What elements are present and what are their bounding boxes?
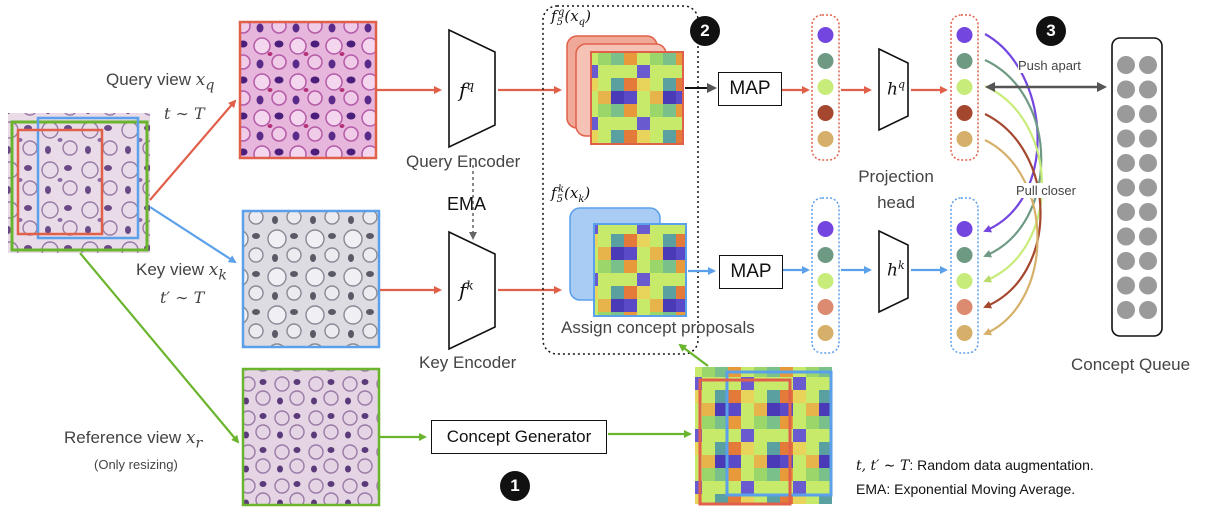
reference-view-image — [241, 367, 381, 507]
query-embedding-dot-3 — [956, 79, 973, 95]
arrow-concepts-to-assign — [678, 343, 709, 367]
concept-queue-dots — [1117, 56, 1157, 319]
query-embedding-dot-5 — [956, 131, 973, 147]
legend-augmentation: t, t′ ∼ T: Random data augmentation. — [856, 457, 1094, 474]
queue-slot — [1139, 80, 1157, 99]
queue-slot — [1117, 178, 1135, 197]
key-embedding-dots — [956, 221, 973, 341]
key-vector-dot-3 — [817, 273, 834, 289]
step-2-badge: 2 — [690, 16, 720, 46]
key-vector-dot-2 — [817, 247, 834, 263]
projection-head-k-symbol: hk — [887, 259, 905, 281]
key-vector-box — [811, 197, 840, 354]
query-vector-dot-1 — [817, 27, 834, 43]
ema-label: EMA — [447, 194, 487, 214]
queue-slot — [1117, 252, 1135, 270]
arrow-input-to-reference — [79, 252, 240, 444]
arrow-input-to-query — [149, 99, 237, 201]
queue-slot — [1117, 276, 1135, 295]
key-view-label: Key view xk — [136, 260, 227, 284]
query-encoder-shape — [448, 28, 496, 149]
query-vector-dot-2 — [817, 53, 834, 69]
queue-slot — [1139, 276, 1157, 295]
queue-slot — [1117, 203, 1135, 221]
queue-slot — [1117, 105, 1135, 123]
query-embedding-dot-4 — [956, 105, 973, 121]
queue-slot — [1139, 105, 1157, 123]
queue-slot — [1117, 80, 1135, 99]
queue-slot — [1117, 227, 1135, 246]
concept-queue-label: Concept Queue — [1071, 355, 1191, 374]
key-encoder-symbol: fk — [459, 278, 474, 302]
projection-head-label: Projection head — [858, 167, 934, 212]
queue-slot — [1139, 301, 1157, 319]
key-vector-dot-4 — [817, 299, 834, 315]
pull-closer-label: Pull closer — [1016, 183, 1076, 198]
key-embedding-dot-2 — [956, 247, 973, 263]
query-augmentation: t ∼ T — [164, 104, 205, 123]
query-vector-dot-4 — [817, 105, 834, 121]
key-feature-map — [569, 207, 687, 317]
queue-slot — [1117, 56, 1135, 74]
queue-slot — [1139, 227, 1157, 246]
projection-head-q-symbol: hq — [887, 78, 905, 100]
query-vector-dot-3 — [817, 79, 834, 95]
query-map-box: MAP — [718, 72, 782, 106]
query-encoder-symbol: fq — [459, 78, 475, 102]
key-embedding-dot-4 — [956, 299, 973, 315]
key-feature-label: f5k(xk) — [551, 184, 591, 205]
query-vector-box — [811, 14, 840, 161]
query-embedding-box — [950, 14, 979, 161]
input-image — [8, 113, 150, 253]
queue-slot — [1139, 178, 1157, 197]
key-encoder-label: Key Encoder — [419, 353, 517, 372]
legend-ema: EMA: Exponential Moving Average. — [856, 481, 1076, 497]
queue-slot — [1139, 154, 1157, 172]
arrow-input-to-key — [149, 206, 237, 264]
key-vector-dot-1 — [817, 221, 834, 237]
query-embedding-dot-2 — [956, 53, 973, 69]
key-encoder-shape — [448, 230, 496, 351]
key-map-box: MAP — [719, 255, 783, 289]
query-vector-dots — [817, 27, 834, 147]
projection-head-k-shape — [878, 229, 909, 314]
step-1-badge: 1 — [500, 471, 530, 501]
query-view-image — [238, 20, 378, 160]
key-view-image — [241, 209, 381, 349]
concept-map-image — [695, 367, 833, 506]
key-vector-dots — [817, 221, 834, 341]
key-embedding-box — [950, 197, 979, 354]
query-embedding-dots — [956, 27, 973, 147]
query-encoder-label: Query Encoder — [406, 152, 521, 171]
reference-view-label: Reference view xr — [64, 428, 203, 452]
query-vector-dot-5 — [817, 131, 834, 147]
queue-slot — [1117, 129, 1135, 148]
assign-concept-label: Assign concept proposals — [561, 318, 755, 337]
queue-slot — [1117, 301, 1135, 319]
queue-slot — [1117, 154, 1135, 172]
key-augmentation: t′ ∼ T — [160, 288, 205, 307]
projection-head-q-shape — [878, 47, 909, 132]
reference-view-note: (Only resizing) — [94, 457, 178, 472]
step-3-badge: 3 — [1036, 16, 1066, 46]
key-embedding-dot-1 — [956, 221, 973, 237]
key-embedding-dot-3 — [956, 273, 973, 289]
concept-generator-box: Concept Generator — [431, 420, 607, 454]
queue-slot — [1139, 203, 1157, 221]
key-vector-dot-5 — [817, 325, 834, 341]
key-embedding-dot-5 — [956, 325, 973, 341]
query-feature-map — [566, 35, 684, 145]
query-view-label: Query view xq — [106, 70, 215, 94]
queue-slot — [1139, 129, 1157, 148]
query-embedding-dot-1 — [956, 27, 973, 43]
queue-slot — [1139, 252, 1157, 270]
queue-slot — [1139, 56, 1157, 74]
push-apart-label: Push apart — [1018, 58, 1081, 73]
query-feature-label: f5q(xq) — [551, 7, 591, 28]
